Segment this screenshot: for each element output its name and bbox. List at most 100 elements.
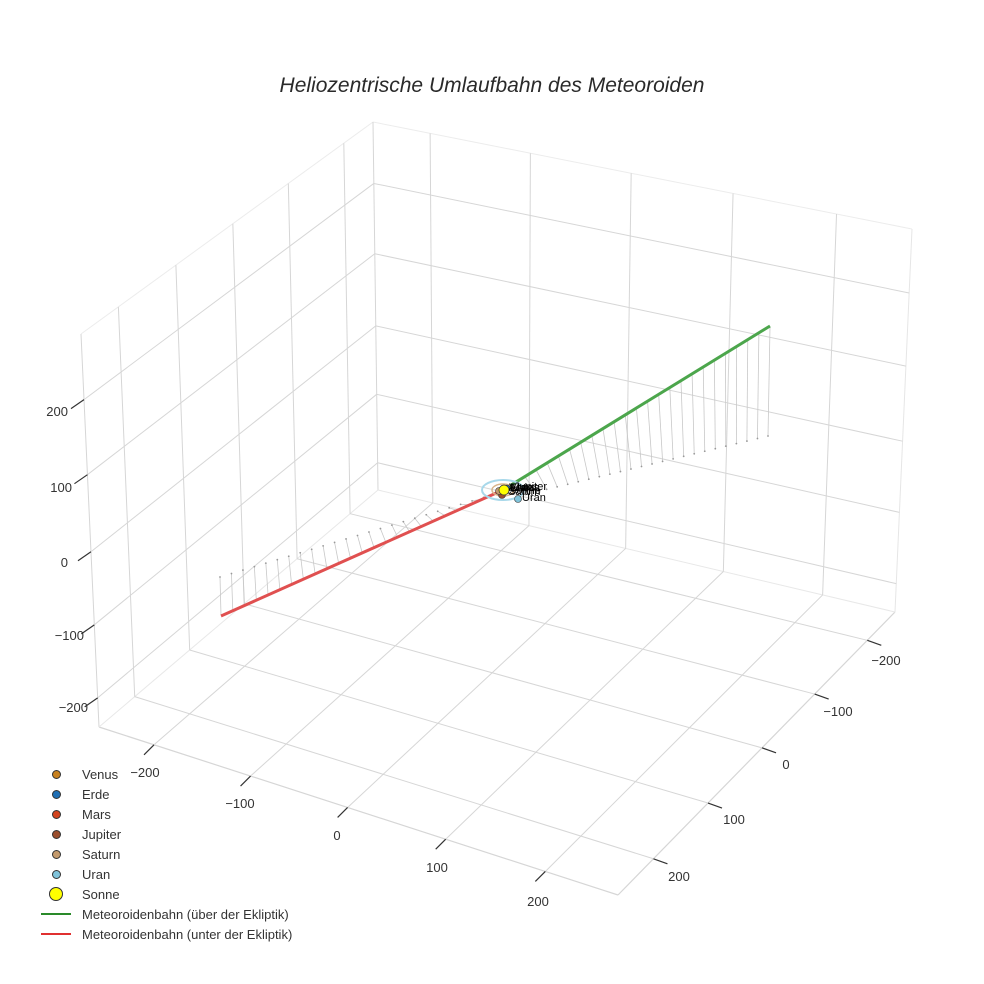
legend-item-jupiter[interactable]: Jupiter [36,824,292,844]
stem-end [640,465,643,468]
point-label-saturn: Saturn [508,486,540,498]
stem-line [231,573,234,610]
z-tick-label: −100 [55,628,84,643]
stem-end [735,442,738,445]
legend-item-trajectory-below[interactable]: Meteoroidenbahn (unter der Ekliptik) [36,924,292,944]
stem-line [536,470,547,490]
stem-line [425,514,433,521]
stem-end [436,510,439,513]
stem-end [471,500,473,502]
point-label-mars: Mars [511,482,536,494]
grid-line [822,214,838,595]
y-tick-mark [707,802,723,809]
legend-label: Erde [82,786,110,802]
stem-end [448,506,451,509]
sonne-legend-icon [49,887,63,901]
stem-end [310,548,313,551]
z-tick-label: 0 [61,555,68,570]
stem-end [333,541,336,544]
x-tick-label: −200 [130,765,159,780]
x-tick-label: 0 [333,828,340,843]
stem-end [672,457,675,460]
stem-line [602,429,611,475]
stem-end [299,551,302,554]
point-label-uran: Uran [522,492,546,504]
stem-line [334,542,339,563]
y-tick-label: 0 [782,757,789,772]
grid-line [375,325,903,442]
stem-end [264,562,267,565]
y-tick-mark [814,693,829,700]
y-tick-mark [867,639,882,646]
legend-item-erde[interactable]: Erde [36,784,292,804]
stem-line [288,556,292,584]
legend-label: Venus [82,766,119,782]
stem-end [459,503,462,506]
box-edge [98,726,619,896]
x-tick-label: 100 [426,860,448,875]
stem-line [322,545,328,568]
y-tick-mark [653,858,668,865]
stem-end [545,488,548,491]
grid-line [445,571,724,840]
trajectory-below-ecliptic[interactable] [220,488,504,618]
planet-markers[interactable]: Venus Erde Mars Jupiter Saturn Uran Sonn… [481,479,547,504]
legend-item-saturn[interactable]: Saturn [36,844,292,864]
y-tick-label: 200 [668,869,690,884]
grid-line [722,193,734,572]
grid-line [625,173,632,549]
stem-end [425,513,428,516]
stem-end [724,445,727,448]
grid-lines [80,121,913,896]
grid-line [94,393,378,626]
z-tick-label: 100 [50,480,72,495]
green-line-legend-icon [41,913,71,915]
x-tick-label: −100 [225,796,254,811]
legend-label: Meteoroidenbahn (unter der Ekliptik) [82,926,293,942]
stem-end [287,555,290,558]
grid-line [347,548,626,808]
uran-marker[interactable] [514,495,522,503]
legend-item-sonne[interactable]: Sonne [36,884,292,904]
stem-line [311,549,316,574]
grid-line [287,183,298,559]
stem-end [242,569,244,571]
point-label-sonne: Sonne [509,485,541,497]
red-line-legend-icon [41,933,71,935]
stem-line [368,531,375,547]
stem-line [647,402,653,464]
legend-item-trajectory-above[interactable]: Meteoroidenbahn (über der Ekliptik) [36,904,292,924]
stem-line [524,477,537,493]
stem-end [253,565,256,568]
stem-end [682,455,685,458]
stem-end [598,475,601,478]
legend-label: Jupiter [82,826,122,842]
grid-line [429,133,434,503]
grid-line [87,253,376,476]
x-tick-mark [143,744,155,756]
stem-end [524,493,527,496]
stem-end [402,520,405,523]
stem-end [714,447,717,450]
grid-line [189,649,709,804]
stem-end [756,437,759,440]
grid-line [243,603,763,749]
legend-label: Uran [82,866,111,882]
stem-end [219,576,221,578]
grid-line [296,558,815,695]
grid-line [376,393,900,513]
trajectory-above-ecliptic[interactable] [502,324,771,492]
grid-line [90,325,377,553]
stem-end [556,485,559,488]
stem-end [566,483,569,486]
sonne-marker[interactable] [498,484,510,496]
legend-item-mars[interactable]: Mars [36,804,292,824]
stem-line [380,528,386,542]
stem-line [746,340,749,442]
grid-line [374,253,907,367]
z-axis-tick-labels: 200 100 0 −100 −200 [46,404,88,715]
legend-item-venus[interactable]: Venus [36,764,292,784]
legend-item-uran[interactable]: Uran [36,864,292,884]
stem-end [651,463,653,465]
